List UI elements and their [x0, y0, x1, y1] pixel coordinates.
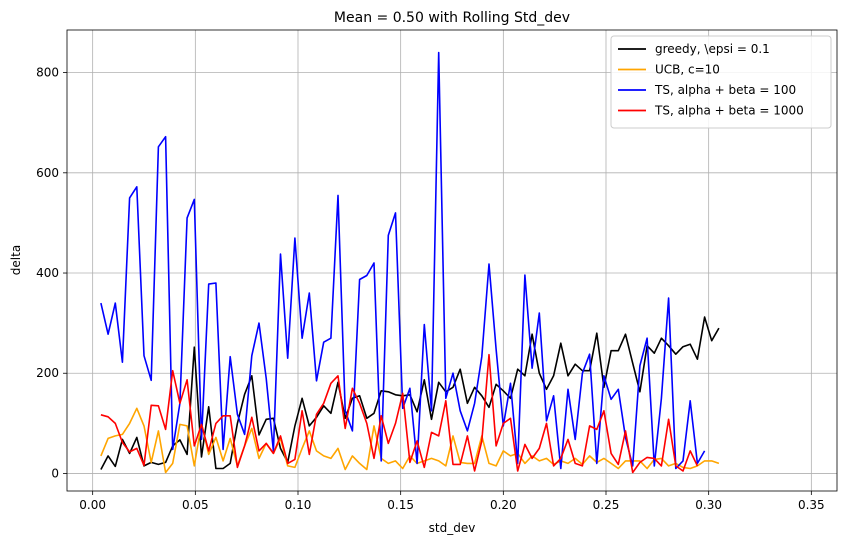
x-tick-label: 0.15 — [387, 498, 414, 512]
x-tick-label: 0.30 — [695, 498, 722, 512]
x-axis-label: std_dev — [429, 521, 476, 535]
series-lines — [100, 51, 720, 474]
y-axis-ticks: 0 200 400 600 800 — [36, 66, 67, 480]
chart-title: Mean = 0.50 with Rolling Std_dev — [334, 10, 570, 26]
legend: greedy, \epsi = 0.1 UCB, c=10 TS, alpha + … — [610, 35, 832, 129]
plot-frame — [66, 29, 838, 492]
x-tick-label: 0.00 — [79, 498, 106, 512]
series-line-4 — [100, 353, 699, 474]
x-tick-label: 0.05 — [182, 498, 209, 512]
legend-label: greedy, \epsi = 0.1 — [655, 42, 770, 56]
y-tick-label: 600 — [36, 166, 59, 180]
y-tick-label: 0 — [51, 466, 59, 480]
y-tick-label: 400 — [36, 266, 59, 280]
legend-label: UCB, c=10 — [655, 63, 720, 77]
legend-box — [610, 35, 832, 129]
legend-label: TS, alpha + beta = 100 — [654, 83, 796, 97]
y-tick-label: 200 — [36, 366, 59, 380]
legend-label: TS, alpha + beta = 1000 — [654, 104, 804, 118]
x-tick-label: 0.20 — [490, 498, 517, 512]
y-axis-label: delta — [9, 245, 23, 275]
x-axis-ticks: 0.00 0.05 0.10 0.15 0.20 0.25 0.30 0.35 — [79, 491, 825, 512]
x-tick-label: 0.25 — [593, 498, 620, 512]
x-tick-label: 0.10 — [285, 498, 312, 512]
y-tick-label: 800 — [36, 66, 59, 80]
x-tick-label: 0.35 — [798, 498, 825, 512]
series-line-3 — [100, 51, 706, 470]
